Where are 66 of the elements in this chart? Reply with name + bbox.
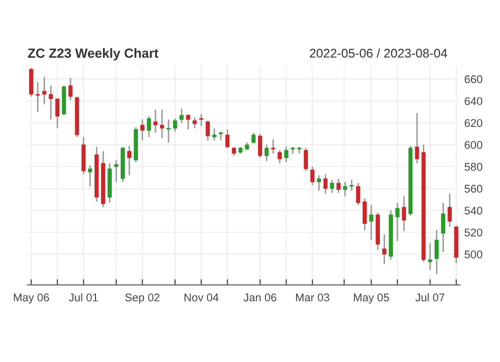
- y-tick-label: 500: [464, 250, 482, 258]
- candlestick: [218, 130, 223, 142]
- candlestick: [48, 84, 53, 120]
- candlestick: [323, 174, 328, 195]
- candlestick: [310, 166, 314, 186]
- x-tick-label: Mar 03: [296, 294, 330, 302]
- candlestick: [140, 118, 144, 142]
- chart-title: ZC Z23 Weekly Chart: [28, 48, 158, 60]
- candlestick: [166, 118, 171, 144]
- candlestick: [395, 202, 400, 242]
- candlestick: [356, 182, 360, 206]
- y-tick-label: 520: [464, 228, 482, 236]
- candlestick: [173, 118, 178, 132]
- y-tick-label: 580: [464, 162, 482, 171]
- candlestick: [434, 229, 439, 275]
- x-tick-label: May 06: [14, 294, 49, 304]
- candlestick: [343, 181, 348, 197]
- candlestick: [336, 178, 341, 194]
- x-tick-label: Sep 02: [125, 294, 160, 304]
- candlestick: [186, 113, 190, 130]
- candlestick: [160, 108, 164, 139]
- x-tick-label: Nov 04: [184, 294, 219, 302]
- y-tick-label: 560: [464, 184, 482, 193]
- y-tick-label: 660: [464, 75, 482, 84]
- y-tick-label: 640: [464, 97, 482, 106]
- candlestick: [36, 82, 40, 113]
- candlestick: [382, 234, 386, 265]
- candlestick: [251, 132, 256, 144]
- y-tick-label: 620: [464, 119, 482, 127]
- chart-subtitle: 2022-05-06 / 2023-08-04: [310, 48, 448, 58]
- candlestick: [264, 144, 269, 162]
- candlestick: [206, 120, 210, 142]
- candlestick: [428, 242, 432, 270]
- candlestick: [114, 159, 118, 183]
- candlestick: [402, 196, 406, 232]
- y-tick-label: 600: [464, 140, 482, 149]
- candlestick: [192, 116, 197, 129]
- x-tick-label: Jul 07: [415, 293, 444, 302]
- candlestick: [441, 202, 446, 253]
- candlestick: [316, 174, 322, 192]
- x-tick-label: Jan 06: [244, 294, 276, 302]
- candlestick: [225, 128, 230, 149]
- candlestick: [127, 145, 132, 176]
- candlestick: [180, 108, 184, 124]
- candlestick: [199, 113, 204, 127]
- candlestick: [258, 133, 262, 159]
- candlestick: [42, 76, 46, 105]
- candlestick: [284, 146, 288, 163]
- candlestick: [414, 112, 420, 164]
- candlestick: [304, 147, 308, 172]
- y-tick-label: 540: [464, 206, 482, 215]
- candlestick: [153, 108, 158, 134]
- candlestick: [88, 164, 92, 188]
- candlestick: [212, 128, 216, 142]
- candlestick: [68, 77, 73, 101]
- x-tick-label: Jul 01: [68, 293, 98, 302]
- x-tick-label: May 05: [354, 294, 390, 304]
- candlestick: [330, 179, 334, 194]
- candlestick: [271, 138, 276, 154]
- candlestick: [350, 179, 354, 192]
- candlestick: [278, 150, 282, 164]
- candlestick: [55, 98, 60, 129]
- candlestick: [146, 116, 152, 138]
- candlestick: [448, 193, 452, 228]
- candlestick: [369, 204, 374, 241]
- candlestick: [362, 198, 367, 231]
